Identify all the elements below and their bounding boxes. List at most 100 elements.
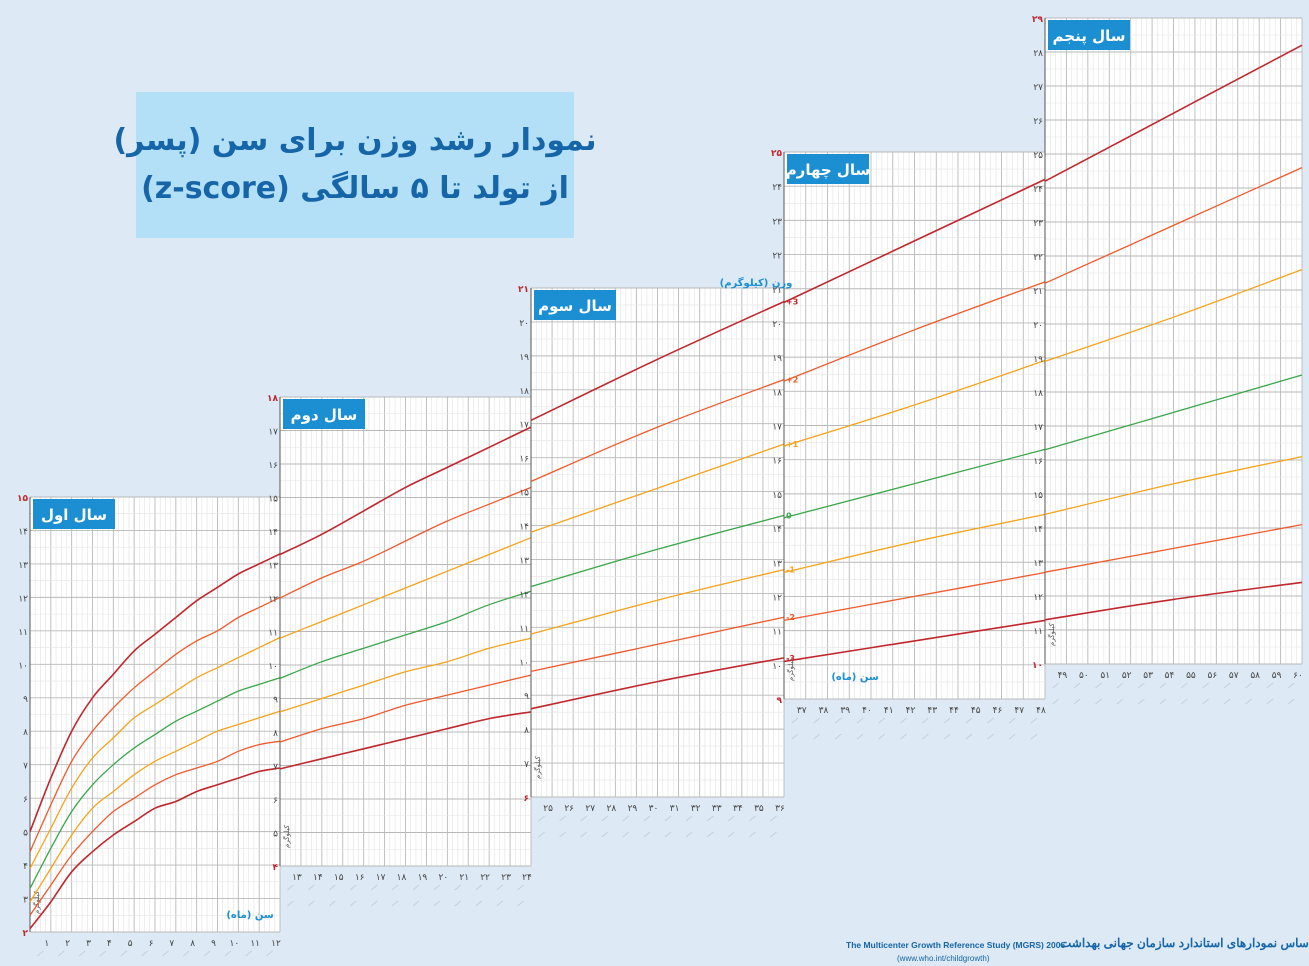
hatch-mark	[1287, 682, 1295, 689]
hatch-mark	[664, 815, 672, 822]
z-score-label: +2	[786, 376, 798, 385]
hatch-mark	[308, 884, 315, 891]
hatch-mark	[266, 950, 273, 957]
curve-zminus1	[530, 568, 785, 635]
curve-z0	[29, 677, 281, 889]
hatch-mark	[559, 831, 566, 838]
hatch-mark	[1180, 682, 1188, 689]
y-tick-label: ۱۶	[772, 457, 782, 467]
curve-zminus2	[29, 740, 281, 916]
hatch-mark	[643, 815, 651, 822]
hatch-mark	[1073, 682, 1081, 689]
hatch-mark	[706, 831, 714, 838]
x-tick-label: ۴۰	[862, 706, 872, 716]
hatch-mark	[245, 950, 253, 957]
source-persian: براساس نمودارهای استاندارد سازمان جهانی …	[1060, 936, 1309, 950]
x-tick-label: ۳۵	[754, 804, 764, 814]
curve-z0	[530, 514, 785, 588]
hatch-mark	[922, 733, 929, 740]
age-axis-label: سن (ماه)	[831, 672, 878, 683]
y-tick-label: ۱۲	[1033, 593, 1043, 603]
y-tick-label: ۱۴	[772, 525, 782, 535]
curve-zplus1	[1044, 268, 1303, 363]
hatch-mark	[1095, 698, 1102, 705]
x-tick-label: ۲۶	[564, 804, 574, 814]
y-tick-label: ۲۴	[1033, 185, 1043, 195]
hatch-mark	[622, 815, 630, 822]
y-tick-label: ۲۰	[772, 320, 782, 330]
curve-zminus1	[279, 637, 532, 713]
y-tick-label: ۶	[273, 796, 278, 806]
y-tick-label: ۷	[273, 763, 278, 773]
z-score-label: -1	[786, 566, 795, 575]
panel-label-box	[787, 154, 869, 184]
hatch-mark	[349, 900, 357, 907]
y-tick-label: ۱۱	[772, 628, 782, 638]
hatch-mark	[412, 900, 420, 907]
curve-zminus1	[1044, 455, 1303, 516]
y-tick-label: ۱۵	[1033, 491, 1043, 501]
x-tick-label: ۳۰	[649, 804, 659, 814]
curve-zplus1	[783, 359, 1046, 447]
y-tick-label: ۷	[524, 760, 529, 770]
x-tick-label: ۲۲	[480, 873, 490, 883]
y-tick-label: ۹	[777, 696, 783, 706]
hatch-mark	[162, 950, 169, 957]
x-tick-label: ۴۷	[1014, 706, 1024, 716]
panel-label: سال دوم	[283, 399, 365, 429]
y-tick-label: ۱۳	[519, 556, 529, 566]
curve-z0	[783, 448, 1046, 519]
panel-label: سال سوم	[534, 290, 616, 320]
x-tick-label: ۱۳	[292, 873, 302, 883]
x-tick-label: ۵۵	[1186, 671, 1196, 681]
hatch-mark	[391, 884, 399, 891]
panel-year-2: ۴ ۵ ۶ ۷ ۸ ۹ ۱۰ ۱۱ ۱۲ ۱۳ ۱۴ ۱۵ ۱۶ ۱۷ ۱۸ ۱۳ ۱۴ ۱۵ ۱۶ ۱۷ ۱۸ ۱۹ ۲۰…	[267, 394, 532, 907]
curve-zplus1	[29, 636, 281, 869]
hatch-mark	[1245, 698, 1252, 705]
panel-label-text: سال اول	[41, 506, 107, 524]
y-tick-label: ۱۸	[519, 387, 529, 397]
hatch-mark	[943, 717, 951, 724]
hatch-mark	[1052, 682, 1060, 689]
y-tick-label: ۱۰	[772, 662, 782, 672]
x-tick-label: ۲۵	[543, 804, 553, 814]
panel-year-3: ۶ ۷ ۸ ۹ ۱۰ ۱۱ ۱۲ ۱۳ ۱۴ ۱۵ ۱۶ ۱۷ ۱۸ ۱۹ ۲۰ ۲۱ ۲۵ ۲۶ ۲۷ ۲۸ ۲۹ ۳۰…	[518, 285, 785, 838]
y-tick-label: ۱۶	[519, 455, 529, 465]
z-score-label: -3	[786, 654, 795, 663]
hatch-mark	[965, 717, 973, 724]
panel-label-text: سال چهارم	[786, 161, 871, 180]
y-tick-label: ۲۰	[519, 319, 529, 329]
hatch-mark	[496, 900, 503, 907]
y-tick-label: ۱۳	[18, 561, 28, 571]
hatch-mark	[120, 950, 128, 957]
hatch-mark	[99, 950, 107, 957]
y-tick-label: ۱۷	[1033, 423, 1043, 433]
x-tick-label: ۳۹	[840, 706, 850, 716]
hatch-mark	[1159, 698, 1167, 705]
y-tick-label: ۴	[273, 863, 279, 873]
panel-label-text: سال پنجم	[1053, 27, 1126, 46]
y-tick-label: ۲۲	[772, 252, 782, 262]
y-tick-label: ۲۱	[1033, 287, 1043, 297]
y-tick-label: ۲۱	[518, 285, 529, 295]
y-tick-label: ۵	[273, 830, 278, 840]
panel-label-text: سال دوم	[291, 406, 358, 424]
x-tick-label: ۱۴	[313, 873, 323, 883]
x-tick-label: ۲۹	[628, 804, 638, 814]
curve-zminus2	[279, 674, 532, 743]
hatch-mark	[643, 831, 651, 838]
hatch-mark	[182, 950, 190, 957]
hatch-mark	[37, 950, 44, 957]
x-tick-label: ۵۲	[1122, 671, 1132, 681]
hatch-mark	[685, 831, 693, 838]
hatch-mark	[987, 717, 994, 724]
y-tick-label: ۲۶	[1033, 117, 1043, 127]
hatch-mark	[580, 831, 588, 838]
hatch-mark	[1180, 698, 1188, 705]
x-tick-label: ۵۳	[1143, 671, 1153, 681]
hatch-mark	[878, 733, 886, 740]
hatch-mark	[770, 831, 777, 838]
y-tick-label: ۱۵	[772, 491, 782, 501]
hatch-mark	[287, 884, 294, 891]
hatch-mark	[749, 815, 756, 822]
